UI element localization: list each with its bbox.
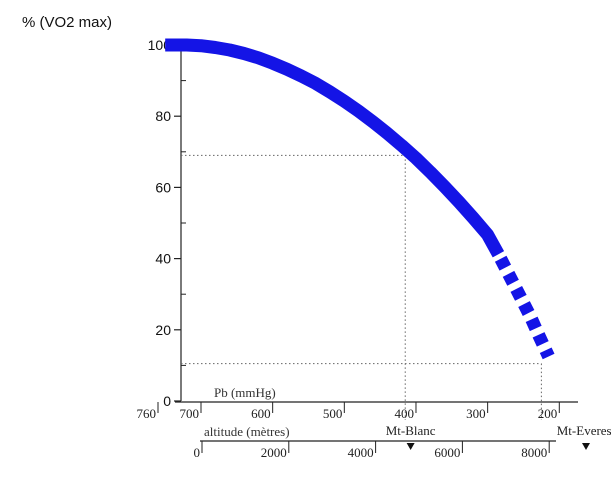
pressure-tick-label: 400	[394, 406, 414, 421]
y-tick-label: 60	[155, 179, 171, 195]
pressure-tick-label: 500	[323, 406, 343, 421]
pressure-axis-title: Pb (mmHg)	[214, 385, 276, 400]
pressure-axis: 760 700 600 500 400 300 200	[137, 401, 578, 421]
curve-dashed-segment	[492, 251, 555, 360]
pressure-tick-label: 200	[538, 406, 558, 421]
altitude-axis-title: altitude (mètres)	[204, 424, 290, 439]
altitude-axis: 0 2000 4000 6000 8000	[194, 440, 556, 460]
reference-lines	[181, 154, 542, 420]
pressure-tick-label: 600	[251, 406, 271, 421]
y-tick-label: 0	[163, 393, 171, 409]
pressure-tick-label: 760	[137, 406, 157, 421]
reference-marker-triangle	[582, 443, 591, 450]
data-curve	[165, 38, 555, 360]
altitude-tick-label: 0	[194, 445, 201, 460]
y-tick-label: 40	[155, 251, 171, 267]
reference-label: Mt-Everest	[557, 423, 611, 438]
pressure-tick-label: 700	[180, 406, 200, 421]
reference-markers: Mt-Blanc Mt-Everest	[386, 423, 611, 450]
altitude-tick-label: 6000	[434, 445, 460, 460]
y-axis-title: % (VO2 max)	[22, 14, 112, 31]
curve-solid-segment	[165, 38, 505, 258]
y-tick-label: 20	[155, 322, 171, 338]
y-tick-label: 80	[155, 108, 171, 124]
altitude-tick-label: 2000	[261, 445, 287, 460]
reference-marker-triangle	[406, 443, 415, 450]
pressure-tick-label: 300	[466, 406, 486, 421]
altitude-tick-label: 8000	[521, 445, 547, 460]
altitude-tick-label: 4000	[348, 445, 374, 460]
reference-label: Mt-Blanc	[386, 423, 436, 438]
